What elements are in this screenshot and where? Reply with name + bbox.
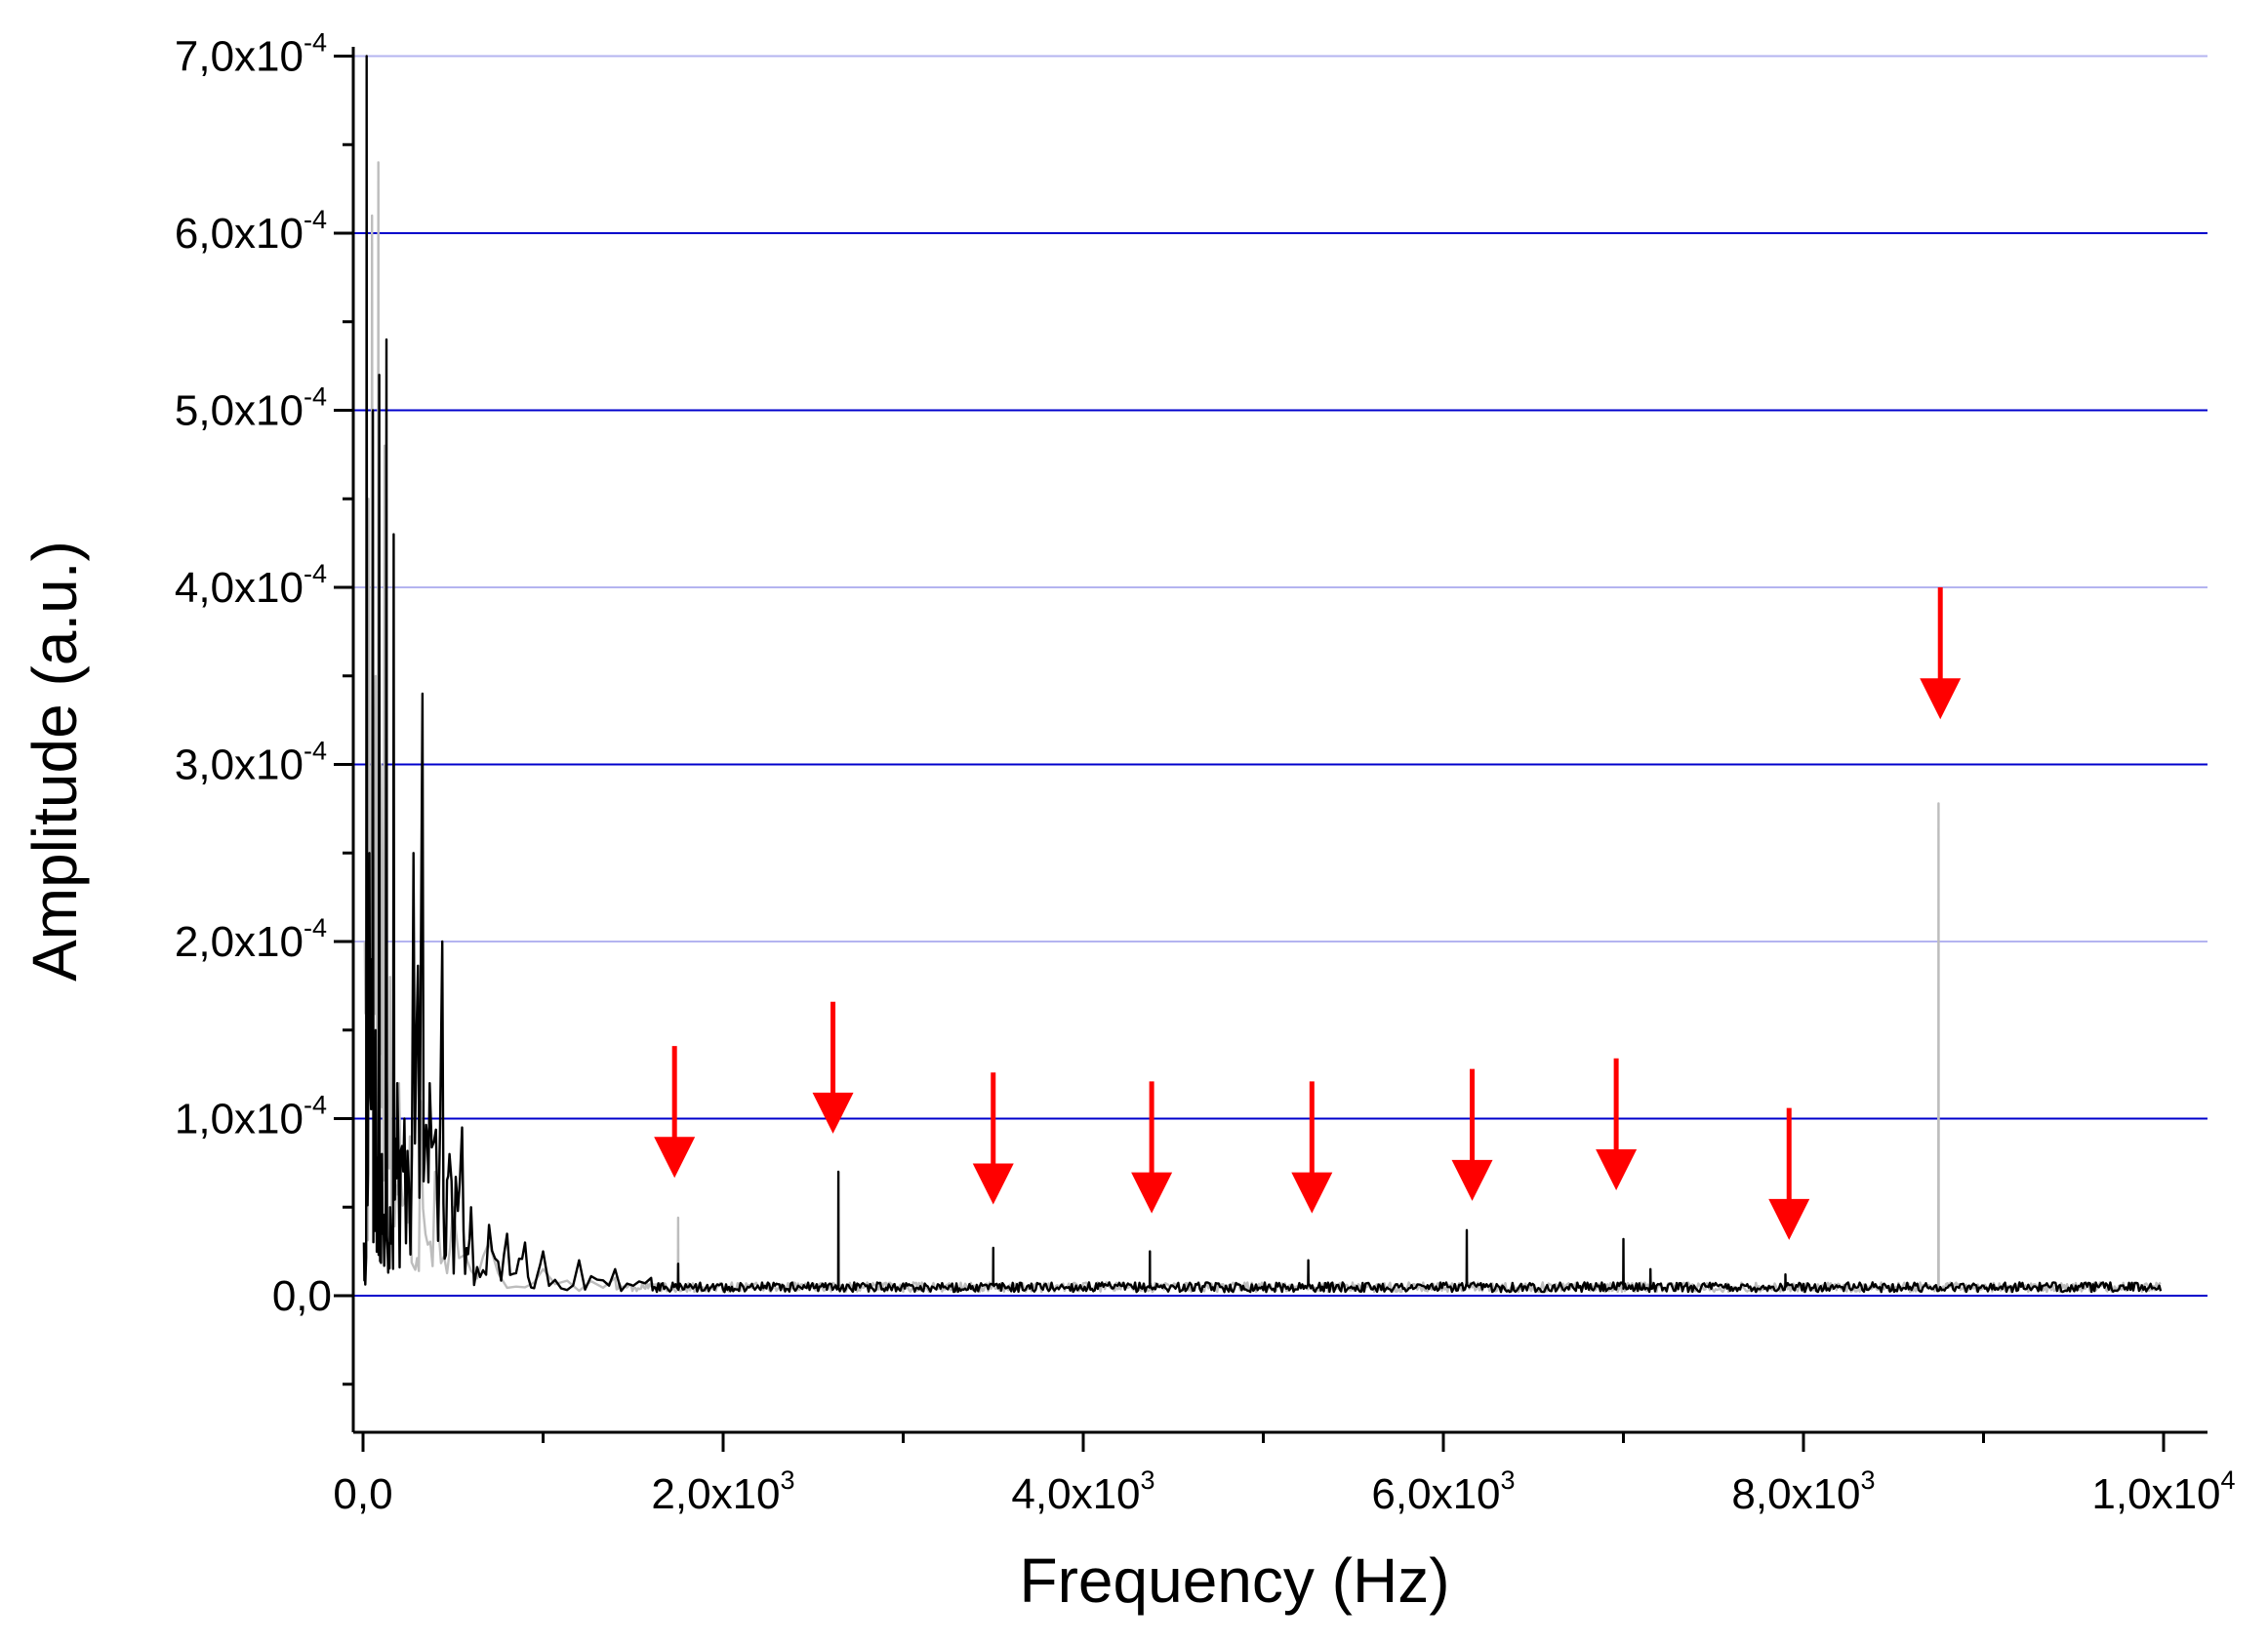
arrow-head bbox=[812, 1092, 854, 1134]
annotation-arrows bbox=[654, 587, 1962, 1240]
arrow-head bbox=[972, 1163, 1014, 1205]
red-arrow-6 bbox=[1451, 1068, 1493, 1201]
y-tick-label: 3,0x10-4 bbox=[175, 737, 327, 789]
arrow-head bbox=[1596, 1149, 1638, 1191]
red-arrow-2 bbox=[812, 1001, 854, 1134]
y-tick-label: 1,0x10-4 bbox=[175, 1091, 327, 1143]
y-tick-label: 2,0x10-4 bbox=[175, 913, 327, 966]
arrow-head bbox=[1291, 1172, 1333, 1214]
y-tick-label: 7,0x10-4 bbox=[175, 28, 327, 81]
series-line-1 bbox=[363, 161, 2162, 1294]
axes bbox=[334, 47, 2207, 1452]
arrow-head bbox=[1451, 1159, 1493, 1201]
series-line-2 bbox=[362, 55, 2163, 1294]
arrow-head bbox=[1920, 678, 1962, 720]
tick-labels: 0,0 1,0x10-4 2,0x10-4 3,0x10-4 4,0x10-4 5,0x1… bbox=[175, 28, 2236, 1519]
red-arrow-3 bbox=[972, 1072, 1014, 1205]
red-arrow-7 bbox=[1596, 1058, 1638, 1191]
red-arrow-8 bbox=[1768, 1107, 1810, 1240]
red-arrow-4 bbox=[1131, 1081, 1173, 1214]
y-tick-label: 0,0 bbox=[272, 1272, 332, 1320]
red-arrow-5 bbox=[1291, 1081, 1333, 1214]
gridlines bbox=[353, 55, 2207, 1297]
x-tick-label: 0,0 bbox=[333, 1470, 392, 1518]
arrow-head bbox=[1768, 1198, 1810, 1240]
x-tick-label: 4,0x103 bbox=[1011, 1465, 1154, 1518]
data-series bbox=[362, 55, 2163, 1294]
x-tick-label: 6,0x103 bbox=[1371, 1465, 1515, 1518]
red-arrow-9 bbox=[1920, 587, 1962, 720]
x-axis-title: Frequency (Hz) bbox=[1020, 1545, 1450, 1616]
y-tick-label: 4,0x10-4 bbox=[175, 559, 327, 612]
x-tick-label: 2,0x103 bbox=[651, 1465, 794, 1518]
y-tick-label: 5,0x10-4 bbox=[175, 382, 327, 435]
x-tick-label: 1,0x104 bbox=[2091, 1465, 2235, 1518]
y-tick-label: 6,0x10-4 bbox=[175, 205, 327, 258]
arrow-head bbox=[1131, 1172, 1173, 1214]
red-arrow-1 bbox=[654, 1046, 696, 1179]
arrow-head bbox=[654, 1137, 696, 1179]
y-axis-title: Amplitude (a.u.) bbox=[20, 541, 90, 982]
x-tick-label: 8,0x103 bbox=[1731, 1465, 1875, 1518]
